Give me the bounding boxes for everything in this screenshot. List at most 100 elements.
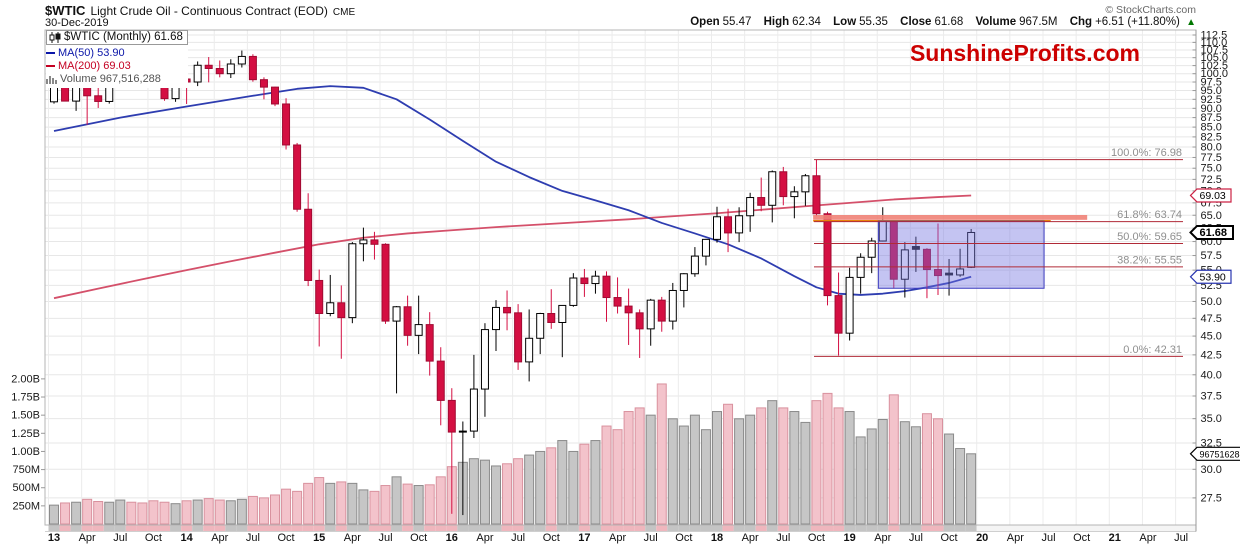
month-strip-cell: [380, 525, 392, 531]
month-strip-cell: [667, 525, 679, 531]
volume-bar: [380, 485, 391, 525]
candle-body: [613, 297, 622, 307]
volume-tick-label: 1.25B: [11, 428, 40, 440]
volume-bar: [170, 503, 181, 525]
month-strip-cell: [413, 525, 425, 531]
candle-body: [469, 388, 478, 432]
volume-bar: [292, 490, 303, 525]
month-strip-cell: [424, 525, 436, 531]
x-axis-month-label: Jul: [511, 532, 525, 544]
fib-label: 0.0%: 42.31: [1123, 344, 1182, 356]
volume-bar: [71, 501, 82, 525]
candle-body: [359, 239, 368, 245]
month-strip-cell: [722, 525, 734, 531]
volume-bar: [535, 450, 546, 525]
x-axis-month-label: Apr: [1139, 532, 1156, 544]
candle-body: [226, 63, 235, 75]
month-strip-cell: [678, 525, 690, 531]
month-strip-cell: [556, 525, 568, 531]
volume-bar: [955, 448, 966, 525]
consolidation-box: [877, 220, 1045, 289]
candle-body: [624, 305, 633, 314]
price-tick-label: 82.5: [1201, 131, 1222, 143]
price-tick-label: 107.5: [1201, 44, 1229, 56]
month-strip-cell: [302, 525, 314, 531]
x-axis-month-label: Oct: [277, 532, 294, 544]
candle-body: [867, 240, 876, 258]
month-strip-cell: [777, 525, 789, 531]
volume-bar: [435, 476, 446, 525]
grid-layer: [44, 29, 1197, 526]
volume-bar: [601, 425, 612, 525]
candle-body: [657, 299, 666, 322]
volume-bar: [49, 504, 59, 525]
x-axis-month-label: Jul: [776, 532, 790, 544]
candle-body: [690, 255, 699, 275]
month-strip-cell: [578, 525, 590, 531]
volume-bar: [712, 411, 722, 525]
open-value: 55.47: [722, 16, 752, 28]
volume-bar: [369, 490, 380, 525]
volume-bar: [104, 501, 115, 525]
volume-bar: [192, 499, 203, 525]
month-strip-cell: [346, 525, 358, 531]
fib-label: 61.8%: 63.74: [1117, 209, 1182, 221]
chg-label: Chg: [1069, 16, 1093, 28]
month-strip-cell: [192, 525, 204, 531]
candle-body: [790, 191, 799, 198]
volume-bar: [723, 403, 734, 525]
volume-bar: [391, 476, 402, 525]
month-strip-cell: [92, 525, 104, 531]
candle-body: [569, 277, 578, 306]
month-strip-cell: [214, 525, 226, 531]
candle-body: [248, 55, 257, 81]
month-strip-cell: [70, 525, 82, 531]
volume-bar: [402, 483, 413, 525]
month-strip-cell: [689, 525, 701, 531]
price-tick-label: 92.5: [1201, 94, 1222, 106]
price-tick-label: 37.5: [1201, 390, 1222, 402]
volume-tick-label: 500M: [12, 482, 40, 494]
volume-bar: [270, 494, 280, 525]
month-strip-cell: [457, 525, 469, 531]
month-strip-cell: [910, 525, 922, 531]
volume-bar: [822, 392, 833, 525]
legend-main-row: $WTIC (Monthly) 61.68: [46, 30, 188, 45]
candle-body: [403, 306, 412, 336]
month-strip-cell: [799, 525, 811, 531]
x-axis-year-label: 21: [1109, 532, 1121, 544]
candle-body: [293, 144, 302, 210]
volume-bar: [126, 501, 137, 525]
x-axis-month-label: Oct: [808, 532, 825, 544]
price-tick-label: 100.0: [1201, 68, 1229, 80]
month-strip-cell: [634, 525, 646, 531]
volume-bar: [933, 418, 943, 525]
candle-body: [701, 238, 710, 257]
month-strip-cell: [181, 525, 193, 531]
month-strip-cell: [888, 525, 900, 531]
month-strip-cell: [512, 525, 524, 531]
volume-bar: [811, 400, 822, 525]
volume-tick-label: 2.00B: [11, 373, 40, 385]
candle-body: [436, 360, 445, 401]
month-strip-cell: [833, 525, 845, 531]
volume-bars: [49, 383, 977, 525]
volume-label: Volume: [975, 16, 1017, 28]
month-strip-cell: [623, 525, 635, 531]
month-strip-cell: [899, 525, 911, 531]
candle-body: [768, 171, 777, 206]
close-value: 61.68: [934, 16, 964, 28]
month-strip-cell: [59, 525, 71, 531]
x-axis-month-label: Oct: [410, 532, 427, 544]
axis-bubble-text: 967516288: [1200, 449, 1240, 459]
month-strip-cell: [877, 525, 889, 531]
volume-bar: [303, 482, 314, 525]
month-strip-cell: [788, 525, 800, 531]
volume-bar: [546, 447, 557, 525]
candle-body: [746, 197, 755, 217]
month-strip-cell: [291, 525, 303, 531]
month-strip-cell: [258, 525, 270, 531]
volume-bar: [247, 495, 258, 525]
volume-bar: [745, 414, 756, 525]
